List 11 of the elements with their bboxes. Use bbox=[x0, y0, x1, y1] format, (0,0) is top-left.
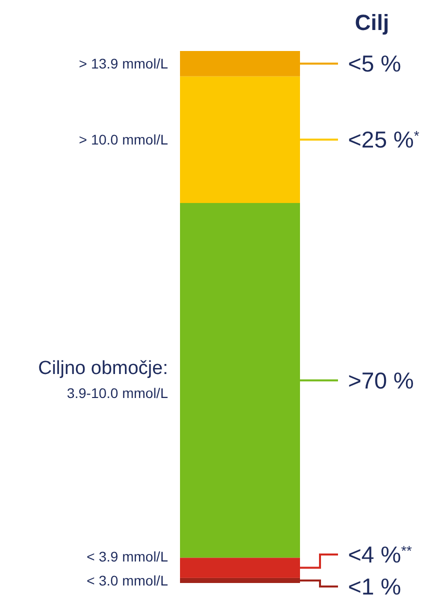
series-label: > 13.9 mmol/L bbox=[78, 56, 168, 72]
data-label: >70 % bbox=[348, 367, 414, 394]
data-label: <1 % bbox=[348, 574, 402, 600]
series-label: Ciljno območje: 3.9-10.0 mmol/L bbox=[38, 358, 168, 402]
series-label: > 10.0 mmol/L bbox=[78, 132, 168, 148]
data-label: <25 %$^{*}$ bbox=[348, 126, 420, 153]
series-label: < 3.0 mmol/L bbox=[86, 572, 168, 588]
data-label: <4 %$^{**}$ bbox=[348, 542, 412, 568]
data-label: <5 % bbox=[348, 50, 402, 77]
text: Cilj bbox=[354, 10, 390, 35]
series-label: < 3.9 mmol/L bbox=[86, 548, 168, 564]
